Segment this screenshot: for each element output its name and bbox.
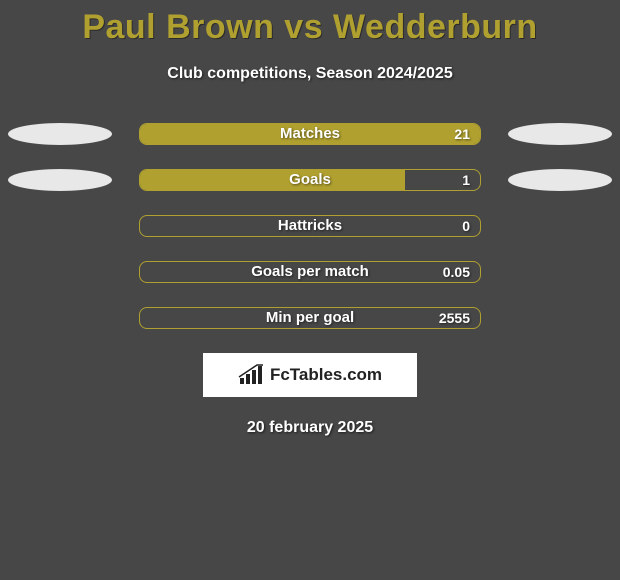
stat-bar: Min per goal2555 — [139, 307, 481, 329]
oval-right — [508, 123, 612, 145]
stat-value: 21 — [454, 124, 470, 144]
stat-label: Goals per match — [140, 262, 480, 282]
subtitle: Club competitions, Season 2024/2025 — [0, 65, 620, 83]
stat-bar: Goals per match0.05 — [139, 261, 481, 283]
stat-row: Matches21 — [0, 123, 620, 145]
stat-label: Hattricks — [140, 216, 480, 236]
page-title: Paul Brown vs Wedderburn — [0, 0, 620, 47]
stat-value: 0.05 — [443, 262, 470, 282]
oval-right — [508, 169, 612, 191]
stat-value: 2555 — [439, 308, 470, 328]
stat-row: Min per goal2555 — [0, 307, 620, 329]
stat-value: 0 — [462, 216, 470, 236]
stat-row: Goals1 — [0, 169, 620, 191]
date-text: 20 february 2025 — [0, 419, 620, 437]
stat-label: Min per goal — [140, 308, 480, 328]
logo-box: FcTables.com — [203, 353, 417, 397]
stat-bar: Matches21 — [139, 123, 481, 145]
stat-bar: Goals1 — [139, 169, 481, 191]
stat-row: Hattricks0 — [0, 215, 620, 237]
stat-row: Goals per match0.05 — [0, 261, 620, 283]
stat-value: 1 — [462, 170, 470, 190]
stat-rows: Matches21 Goals1 Hattricks0 Goals per match… — [0, 123, 620, 329]
stat-bar: Hattricks0 — [139, 215, 481, 237]
oval-left — [8, 123, 112, 145]
bar-chart-icon — [238, 364, 264, 386]
stat-label: Goals — [140, 170, 480, 190]
oval-left — [8, 169, 112, 191]
logo-text: FcTables.com — [270, 365, 382, 385]
stat-label: Matches — [140, 124, 480, 144]
